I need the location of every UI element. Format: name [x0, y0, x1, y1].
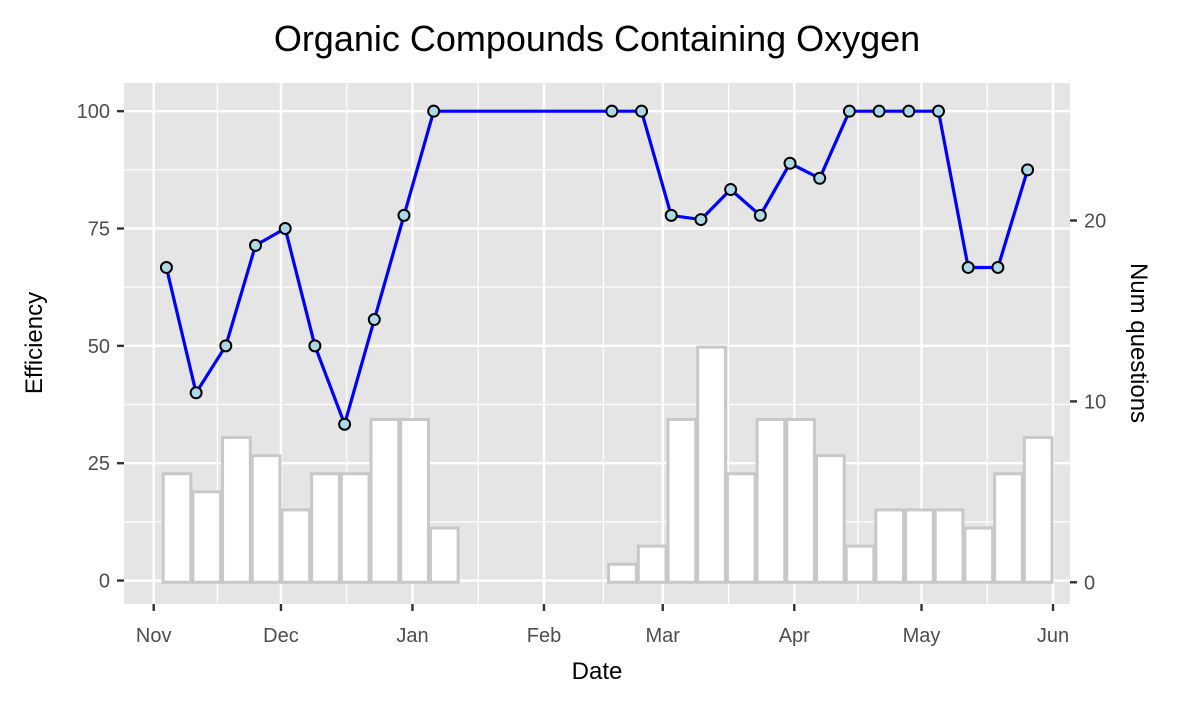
efficiency-point: [427, 104, 441, 118]
efficiency-point: [605, 104, 619, 118]
question-count-bar: [933, 508, 965, 584]
y-tick-label: 75: [88, 219, 110, 241]
efficiency-point: [872, 104, 886, 118]
efficiency-point: [842, 104, 856, 118]
y2-tick-label: 10: [1084, 391, 1106, 413]
efficiency-point: [219, 339, 233, 353]
question-count-bar: [161, 472, 193, 584]
y-tick-label: 0: [99, 571, 110, 593]
question-count-bar: [1022, 436, 1054, 584]
question-count-bar: [607, 562, 638, 584]
efficiency-point: [991, 260, 1005, 274]
question-count-bar: [250, 454, 282, 584]
y2-axis-title: Num questions: [1125, 263, 1152, 423]
question-count-bar: [814, 454, 846, 584]
y-axis-title: Efficiency: [21, 292, 48, 394]
question-count-bar: [993, 472, 1024, 584]
efficiency-point: [249, 238, 263, 252]
x-tick-label: Jan: [396, 625, 428, 647]
y-tick-label: 50: [88, 336, 110, 358]
efficiency-point: [159, 260, 173, 274]
y-tick-label: 25: [88, 453, 110, 475]
efficiency-point: [635, 104, 649, 118]
y2-tick-label: 20: [1084, 210, 1106, 232]
question-count-bar: [963, 526, 995, 584]
efficiency-point: [367, 313, 381, 327]
x-tick-label: Mar: [646, 625, 681, 647]
efficiency-point: [308, 339, 322, 353]
efficiency-point: [278, 222, 292, 236]
x-tick-label: May: [903, 625, 941, 647]
efficiency-point: [931, 104, 945, 118]
y2-tick-label: 0: [1084, 572, 1095, 594]
efficiency-point: [694, 213, 708, 227]
question-count-bar: [369, 417, 401, 584]
efficiency-point: [724, 183, 738, 197]
question-count-bar: [399, 417, 430, 584]
x-axis-title: Date: [572, 658, 623, 685]
efficiency-point: [753, 208, 767, 222]
question-count-bar: [844, 544, 876, 584]
efficiency-point: [189, 386, 203, 400]
efficiency-point: [961, 260, 975, 274]
question-count-bar: [221, 436, 252, 584]
efficiency-point: [813, 171, 827, 185]
question-count-bar: [755, 417, 787, 584]
x-tick-label: Apr: [779, 625, 810, 647]
efficiency-point: [397, 208, 411, 222]
chart-title: Organic Compounds Containing Oxygen: [274, 18, 920, 59]
question-count-bar: [874, 508, 906, 584]
question-count-bar: [725, 472, 757, 584]
efficiency-points: [159, 104, 1035, 431]
question-count-bar: [904, 508, 935, 584]
question-count-bar: [191, 490, 223, 584]
efficiency-point: [902, 104, 916, 118]
x-tick-label: Nov: [136, 625, 172, 647]
efficiency-point: [338, 417, 352, 431]
efficiency-point: [783, 156, 797, 170]
question-count-bar: [428, 526, 460, 584]
question-count-bar: [339, 472, 371, 584]
question-count-bar: [280, 508, 312, 584]
efficiency-point: [664, 208, 678, 222]
efficiency-point: [1021, 163, 1035, 177]
question-count-bar: [785, 417, 816, 584]
question-count-bar: [696, 345, 727, 584]
question-count-bar: [310, 472, 341, 584]
y-tick-label: 100: [77, 101, 110, 123]
question-count-bar: [636, 544, 668, 584]
bar-series: [161, 345, 1054, 584]
x-tick-label: Jun: [1037, 625, 1069, 647]
x-tick-label: Feb: [527, 625, 561, 647]
axes: Nov Dec Jan Feb Mar Apr May Jun 0 25 50 75 100 0 10 20: [77, 101, 1107, 647]
question-count-bar: [666, 417, 698, 584]
x-tick-label: Dec: [263, 625, 299, 647]
